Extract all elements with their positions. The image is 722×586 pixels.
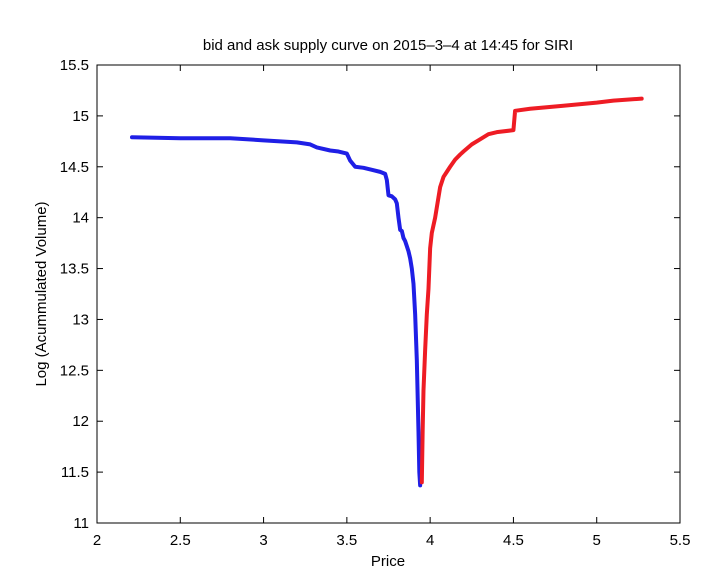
ask-supply-line (419, 96, 644, 485)
y-axis-label: Log (Acummulated Volume) (33, 201, 50, 386)
x-tick-label: 3 (259, 532, 267, 549)
x-tick-label: 5.5 (670, 532, 691, 549)
y-tick-label: 15 (72, 108, 89, 125)
bid-supply-line (129, 135, 423, 488)
y-tick-label: 15.5 (60, 57, 89, 74)
plot-area (96, 64, 681, 524)
y-tick-label: 11 (73, 515, 89, 532)
x-tick-label: 2.5 (170, 532, 191, 549)
x-axis-label: Price (371, 553, 405, 570)
x-tick-label: 2 (93, 532, 101, 549)
y-axis: 11 11.5 12 12.5 13 13.5 14 14.5 15 15.5 (60, 57, 680, 532)
chart-title: bid and ask supply curve on 2015–3–4 at … (203, 37, 573, 54)
y-tick-label: 12.5 (60, 362, 89, 379)
x-tick-label: 4.5 (503, 532, 524, 549)
x-tick-label: 5 (593, 532, 601, 549)
x-tick-label: 4 (426, 532, 434, 549)
y-tick-label: 13.5 (60, 261, 89, 278)
y-tick-label: 12 (72, 413, 89, 430)
x-axis: 2 2.5 3 3.5 4 4.5 5 5.5 (93, 65, 691, 549)
y-tick-label: 11.5 (61, 464, 89, 481)
series-layer (129, 96, 644, 488)
y-tick-label: 13 (72, 311, 89, 328)
y-tick-label: 14 (72, 210, 89, 227)
x-tick-label: 3.5 (336, 532, 357, 549)
y-tick-label: 14.5 (60, 159, 89, 176)
